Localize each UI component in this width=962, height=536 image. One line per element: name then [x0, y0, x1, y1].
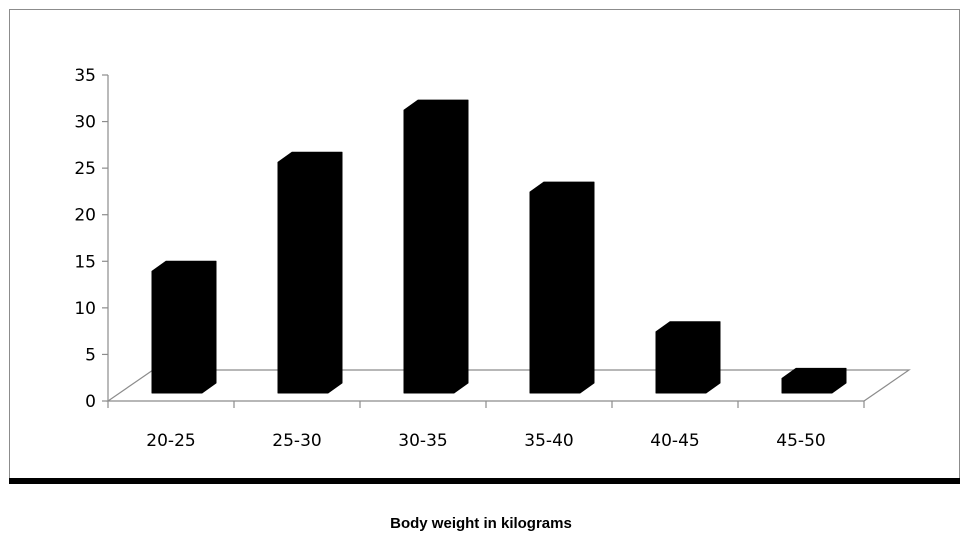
x-tick-label: 45-50	[776, 431, 825, 451]
x-tick-label: 20-25	[146, 431, 195, 451]
y-tick-label: 20	[74, 206, 96, 226]
bar-25-30	[277, 151, 343, 394]
y-tick-label: 0	[85, 392, 96, 412]
bar-20-25	[151, 260, 217, 394]
x-axis-title: Body weight in kilograms	[390, 515, 572, 532]
y-tick-label: 5	[85, 345, 96, 365]
bar-40-45	[655, 321, 721, 394]
chart-bottom-border	[9, 478, 960, 484]
y-tick-label: 35	[74, 66, 96, 86]
bar-45-50	[781, 367, 847, 394]
x-tick-label: 30-35	[398, 431, 447, 451]
x-tick-label: 40-45	[650, 431, 699, 451]
x-tick-label: 35-40	[524, 431, 573, 451]
bar-30-35	[403, 99, 469, 394]
y-tick-label: 25	[74, 159, 96, 179]
y-tick-label: 10	[74, 299, 96, 319]
chart-frame	[9, 9, 960, 481]
bar-35-40	[529, 181, 595, 394]
y-tick-label: 30	[74, 113, 96, 133]
y-tick-label: 15	[74, 252, 96, 272]
x-tick-label: 25-30	[272, 431, 321, 451]
